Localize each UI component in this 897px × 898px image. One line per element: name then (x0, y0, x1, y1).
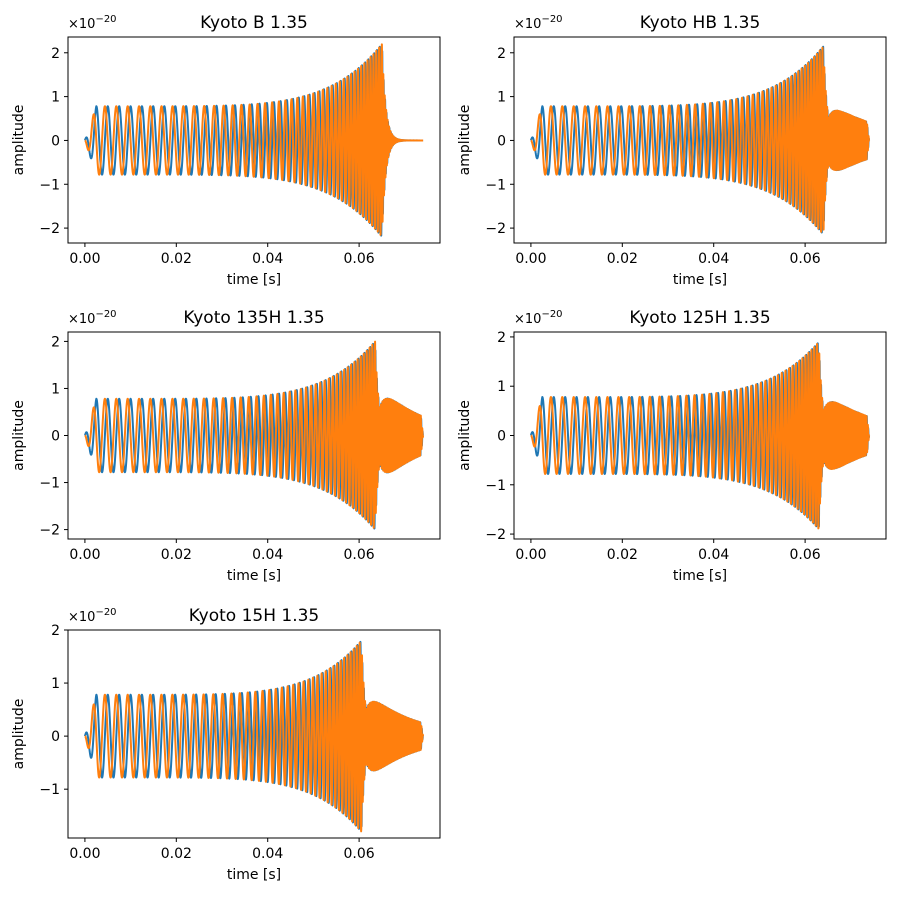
y-tick-label: 1 (51, 90, 60, 106)
y-tick-label: −1 (39, 782, 60, 798)
y-tick-label: 1 (51, 676, 60, 692)
y-tick-label: −2 (485, 221, 506, 237)
x-tick-label: 0.02 (161, 251, 192, 267)
y-tick-label: 0 (51, 429, 60, 445)
x-tick-label: 0.00 (69, 547, 100, 563)
y-scale-multiplier: ×10−20 (514, 14, 563, 32)
x-tick-label: 0.06 (790, 547, 821, 563)
y-tick-label: 1 (497, 90, 506, 106)
series-line-h_cross (529, 343, 871, 530)
y-scale-multiplier: ×10−20 (68, 14, 117, 32)
y-tick-label: 2 (497, 330, 506, 346)
subplot-title: Kyoto HB 1.35 (640, 13, 761, 33)
x-tick-label: 0.02 (607, 251, 638, 267)
y-tick-label: −1 (485, 177, 506, 193)
series-line-h_cross (83, 641, 425, 833)
subplot-title: Kyoto 15H 1.35 (189, 606, 320, 626)
y-scale-multiplier: ×10−20 (68, 309, 117, 327)
y-tick-label: −2 (39, 221, 60, 237)
y-tick-label: −1 (39, 177, 60, 193)
y-tick-label: 2 (51, 334, 60, 350)
y-axis-label: amplitude (11, 699, 27, 770)
y-axis-label: amplitude (11, 105, 27, 176)
series-line-h_cross (529, 46, 871, 233)
x-tick-label: 0.02 (161, 547, 192, 563)
x-axis-label: time [s] (673, 568, 727, 584)
subplot-3: 0.00 0.02 0.04 0.06 −2 −1 0 1 2 Kyoto 135H 1.35 ti… (11, 308, 441, 584)
subplot-title: Kyoto 125H 1.35 (629, 308, 770, 328)
y-tick-label: 0 (51, 133, 60, 149)
y-axis-label: amplitude (11, 400, 27, 471)
series-line-h_cross (83, 340, 425, 529)
y-tick-label: 1 (497, 379, 506, 395)
y-tick-label: −2 (485, 527, 506, 543)
axes-frame (67, 629, 441, 839)
x-tick-label: 0.06 (344, 251, 375, 267)
y-axis-label: amplitude (457, 400, 473, 471)
y-tick-label: 2 (497, 46, 506, 62)
subplot-5: 0.00 0.02 0.04 0.06 −1 0 1 2 Kyoto 15H 1.35 time … (11, 606, 441, 883)
subplot-title: Kyoto 135H 1.35 (183, 308, 324, 328)
y-tick-label: 2 (51, 46, 60, 62)
x-tick-label: 0.02 (607, 547, 638, 563)
x-axis-label: time [s] (673, 272, 727, 288)
y-axis-label: amplitude (457, 105, 473, 176)
x-tick-label: 0.06 (344, 846, 375, 862)
y-scale-multiplier: ×10−20 (68, 607, 117, 625)
x-tick-label: 0.04 (252, 846, 283, 862)
x-tick-label: 0.06 (344, 547, 375, 563)
y-tick-label: 0 (497, 133, 506, 149)
y-tick-label: 2 (51, 623, 60, 639)
y-tick-label: 0 (497, 429, 506, 445)
x-tick-label: 0.06 (790, 251, 821, 267)
x-tick-label: 0.04 (252, 547, 283, 563)
x-tick-label: 0.00 (515, 547, 546, 563)
x-tick-label: 0.02 (161, 846, 192, 862)
x-tick-label: 0.00 (69, 251, 100, 267)
subplot-title: Kyoto B 1.35 (200, 13, 308, 33)
x-tick-label: 0.00 (515, 251, 546, 267)
x-axis-label: time [s] (227, 867, 281, 883)
y-tick-label: −1 (39, 476, 60, 492)
x-axis-label: time [s] (227, 568, 281, 584)
y-scale-multiplier: ×10−20 (514, 309, 563, 327)
x-tick-label: 0.04 (698, 547, 729, 563)
series-line-h_cross (83, 43, 425, 236)
subplot-1: 0.00 0.02 0.04 0.06 −2 −1 0 1 2 Kyoto B 1.35 time … (11, 13, 441, 288)
subplot-4: 0.00 0.02 0.04 0.06 −2 −1 0 1 2 Kyoto 125H 1.35 ti… (457, 308, 887, 584)
x-axis-label: time [s] (227, 272, 281, 288)
subplot-2: 0.00 0.02 0.04 0.06 −2 −1 0 1 2 Kyoto HB 1.35 time… (457, 13, 887, 288)
x-tick-label: 0.04 (252, 251, 283, 267)
y-tick-label: −2 (39, 523, 60, 539)
y-tick-label: 1 (51, 381, 60, 397)
y-tick-label: 0 (51, 729, 60, 745)
x-tick-label: 0.04 (698, 251, 729, 267)
y-tick-label: −1 (485, 478, 506, 494)
x-tick-label: 0.00 (69, 846, 100, 862)
